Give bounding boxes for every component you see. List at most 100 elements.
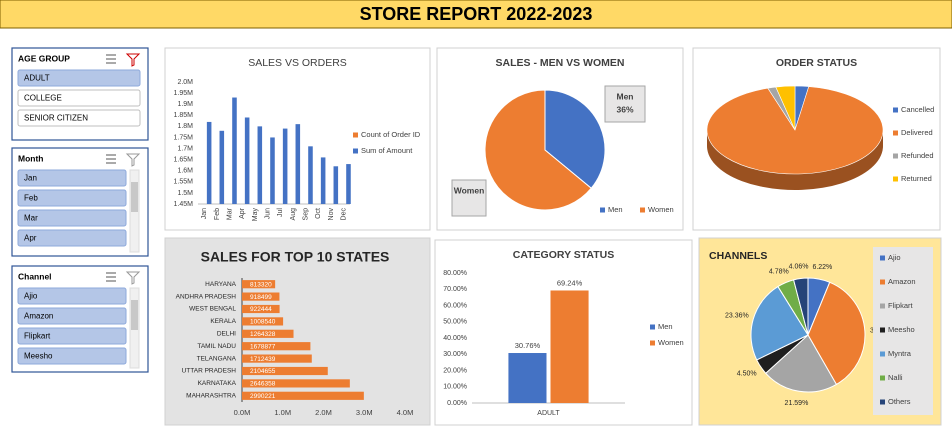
data-label: 1678877 — [250, 343, 276, 350]
legend-swatch — [880, 327, 885, 333]
bar — [219, 130, 225, 204]
clear-filter-icon[interactable] — [125, 153, 141, 167]
slicer-item[interactable] — [17, 307, 127, 325]
x-tick-label: Oct — [315, 208, 322, 219]
chart-title: SALES FOR TOP 10 STATES — [201, 249, 390, 265]
multi-select-icon — [106, 272, 116, 282]
legend-label: Refunded — [901, 151, 934, 160]
bar — [206, 121, 212, 204]
chart-title: CATEGORY STATUS — [513, 249, 615, 261]
x-tick-label: 4.0M — [397, 408, 414, 417]
y-tick-label: 30.00% — [443, 351, 467, 358]
bar — [242, 280, 276, 289]
slicer-item-label: Meesho — [24, 352, 53, 361]
x-tick-label: Jan — [201, 208, 208, 219]
bar — [346, 164, 351, 204]
slicer-item[interactable] — [17, 169, 127, 187]
bar — [242, 317, 284, 326]
legend-swatch — [880, 351, 885, 357]
x-tick-label: Dec — [341, 208, 348, 221]
data-label: 2646358 — [250, 381, 276, 388]
y-tick-label: 20.00% — [443, 367, 467, 374]
data-label: 69.24% — [557, 278, 583, 287]
x-tick-label: May — [252, 208, 259, 222]
y-tick-label: 1.55M — [174, 179, 194, 186]
slicer-item[interactable] — [17, 189, 127, 207]
legend-swatch — [893, 176, 898, 182]
callout-category: Men — [617, 91, 634, 101]
y-tick-label: 1.95M — [174, 90, 194, 97]
clear-filter-icon[interactable] — [125, 271, 141, 285]
y-tick-label: UTTAR PRADESH — [182, 368, 237, 375]
slicer-item[interactable] — [17, 69, 141, 87]
scroll-thumb[interactable] — [131, 182, 138, 212]
y-tick-label: TAMIL NADU — [197, 343, 236, 350]
x-tick-label: Feb — [214, 208, 221, 220]
bar — [242, 354, 312, 363]
chart-title: ORDER STATUS — [776, 57, 857, 69]
scroll-thumb[interactable] — [131, 300, 138, 330]
header-title: STORE REPORT 2022-2023 — [360, 4, 593, 24]
callout-value: 36% — [616, 104, 633, 114]
legend-label: Women — [648, 205, 674, 214]
bar — [242, 366, 328, 376]
data-label: 4.50% — [737, 370, 757, 377]
legend-swatch — [600, 207, 605, 213]
data-label: 2104655 — [250, 368, 276, 375]
pie-slice — [706, 86, 884, 175]
y-tick-label: ANDHRA PRADESH — [176, 293, 237, 300]
slicer-item[interactable] — [17, 209, 127, 227]
data-label: 4.78% — [769, 268, 789, 275]
y-tick-label: KARNATAKA — [198, 380, 237, 387]
legend-label: Men — [608, 205, 623, 214]
y-tick-label: 70.00% — [443, 286, 467, 293]
legend-swatch — [893, 130, 898, 136]
legend-label: Count of Order ID — [361, 130, 421, 139]
y-tick-label: KERALA — [210, 318, 236, 325]
bar — [242, 379, 350, 388]
legend-swatch — [880, 279, 885, 285]
slicer-item[interactable] — [17, 229, 127, 247]
bar — [308, 146, 313, 204]
clear-filter-icon[interactable] — [125, 53, 141, 67]
data-label: 918499 — [250, 294, 272, 301]
bar — [242, 329, 294, 338]
slicer-item[interactable] — [17, 287, 127, 305]
bar — [242, 342, 311, 351]
bar — [550, 290, 589, 403]
data-label: 23.36% — [725, 313, 749, 320]
data-label: 1008540 — [250, 319, 276, 326]
legend-swatch — [880, 375, 885, 381]
slicer-item[interactable] — [17, 347, 127, 365]
callout-box — [451, 179, 487, 217]
slicer-item-label: Feb — [24, 194, 38, 203]
pie-slice — [544, 89, 606, 189]
legend-label: Cancelled — [901, 105, 934, 114]
legend-label: Returned — [901, 174, 932, 183]
y-tick-label: HARYANA — [205, 281, 236, 288]
y-tick-label: 50.00% — [443, 319, 467, 326]
slicer-item[interactable] — [17, 89, 141, 107]
slicer-item[interactable] — [17, 109, 141, 127]
legend-label: Nalli — [888, 373, 903, 382]
bar — [242, 292, 280, 301]
bar — [508, 353, 547, 403]
legend-label: Flipkart — [888, 301, 914, 310]
slicer-item[interactable] — [17, 327, 127, 345]
header-bar — [0, 0, 952, 29]
x-tick-label: 2.0M — [315, 408, 332, 417]
bar — [270, 137, 275, 204]
y-tick-label: 1.85M — [174, 112, 194, 119]
bar — [282, 128, 288, 204]
y-tick-label: 1.8M — [177, 123, 193, 130]
y-tick-label: 1.5M — [177, 190, 193, 197]
bar — [333, 166, 339, 204]
pie-slice — [765, 334, 838, 393]
data-label: 922444 — [250, 306, 272, 313]
y-tick-label: DELHI — [217, 331, 236, 338]
callout-box — [604, 85, 646, 123]
y-tick-label: 40.00% — [443, 335, 467, 342]
slicer-item-label: COLLEGE — [24, 94, 62, 103]
y-tick-label: 0.00% — [447, 400, 467, 407]
